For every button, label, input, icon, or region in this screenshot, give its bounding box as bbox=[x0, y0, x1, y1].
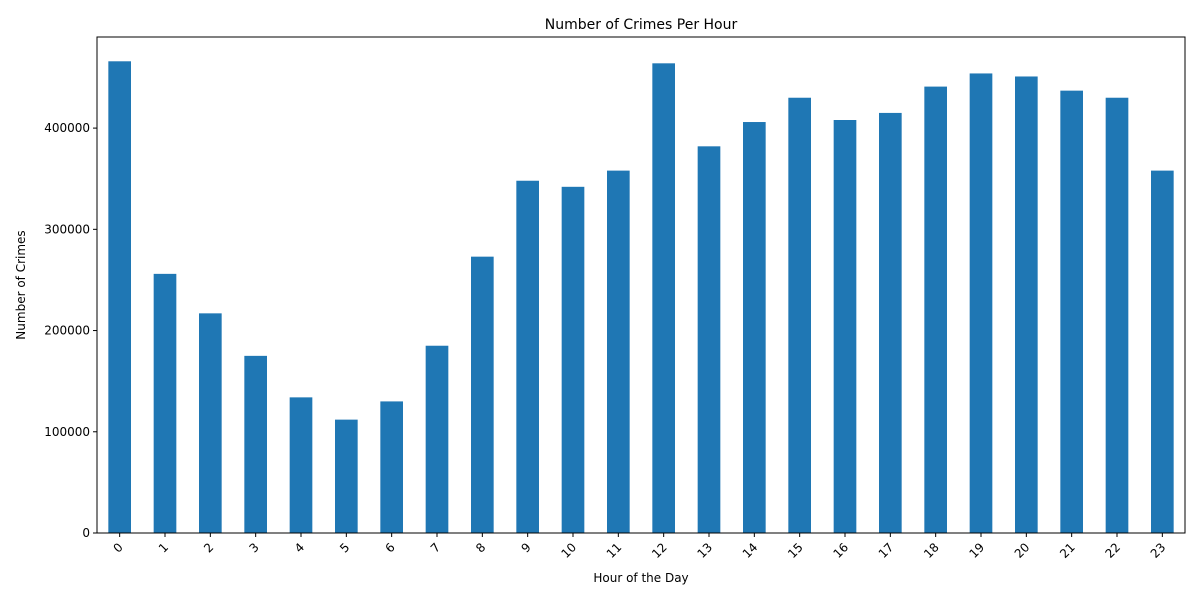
x-tick-label: 2 bbox=[201, 540, 216, 555]
bar-hour-16 bbox=[833, 120, 857, 533]
bar-hour-23 bbox=[1151, 170, 1174, 533]
bar-hour-8 bbox=[471, 256, 494, 533]
x-tick-label: 23 bbox=[1148, 540, 1169, 561]
bar-hour-6 bbox=[380, 401, 403, 533]
y-tick-label: 0 bbox=[82, 526, 90, 540]
bar-hour-3 bbox=[244, 355, 267, 533]
x-tick-label: 15 bbox=[785, 540, 806, 561]
x-tick-label: 21 bbox=[1057, 540, 1078, 561]
bar-hour-12 bbox=[652, 63, 675, 534]
x-tick-label: 13 bbox=[694, 540, 715, 561]
x-tick-label: 1 bbox=[156, 540, 171, 555]
x-tick-label: 16 bbox=[830, 540, 851, 561]
bar-hour-22 bbox=[1105, 97, 1129, 534]
x-tick-label: 6 bbox=[382, 540, 397, 555]
x-tick-label: 5 bbox=[337, 540, 352, 555]
x-tick-label: 3 bbox=[246, 540, 261, 555]
x-tick-label: 14 bbox=[740, 540, 761, 561]
x-tick-label: 0 bbox=[110, 540, 125, 555]
x-tick-label: 12 bbox=[649, 540, 670, 561]
x-axis-title: Hour of the Day bbox=[593, 571, 688, 585]
y-tick-label: 200000 bbox=[44, 324, 90, 338]
x-tick-label: 17 bbox=[876, 540, 897, 561]
x-tick-label: 18 bbox=[921, 540, 942, 561]
bar-hour-5 bbox=[335, 419, 358, 533]
bars-group bbox=[108, 61, 1174, 534]
x-tick-label: 22 bbox=[1102, 540, 1123, 561]
x-tick-label: 10 bbox=[558, 540, 579, 561]
bar-hour-20 bbox=[1015, 76, 1038, 534]
x-tick-label: 8 bbox=[473, 540, 488, 555]
bar-hour-1 bbox=[153, 273, 177, 533]
bar-hour-17 bbox=[879, 112, 902, 533]
bar-hour-0 bbox=[108, 61, 131, 533]
bar-hour-13 bbox=[697, 146, 721, 533]
bar-hour-7 bbox=[425, 345, 449, 533]
x-tick-label: 19 bbox=[966, 540, 987, 561]
y-axis-title: Number of Crimes bbox=[14, 230, 28, 339]
bar-hour-14 bbox=[743, 122, 766, 534]
x-tick-label: 11 bbox=[604, 540, 625, 561]
y-tick-label: 100000 bbox=[44, 425, 90, 439]
bar-hour-21 bbox=[1060, 90, 1083, 533]
x-tick-label: 4 bbox=[292, 540, 307, 555]
x-tick-label: 9 bbox=[518, 540, 533, 555]
y-ticks-group: 0 100000 200000 300000 400000 bbox=[44, 121, 97, 540]
x-ticks-group: 0 1 2 3 4 5 6 7 8 9 10 11 12 13 14 15 16 17 18 19 20 21 22 23 bbox=[110, 533, 1168, 561]
y-tick-label: 300000 bbox=[44, 222, 90, 236]
chart-title: Number of Crimes Per Hour bbox=[545, 17, 738, 33]
bar-hour-18 bbox=[924, 86, 947, 533]
x-tick-label: 7 bbox=[428, 540, 443, 555]
bar-hour-11 bbox=[607, 170, 630, 533]
bar-hour-2 bbox=[199, 313, 222, 533]
bar-hour-19 bbox=[969, 73, 993, 533]
bar-hour-15 bbox=[788, 97, 811, 534]
x-tick-label: 20 bbox=[1012, 540, 1033, 561]
bar-hour-4 bbox=[289, 397, 313, 533]
plot-frame bbox=[96, 36, 1186, 534]
bar-hour-10 bbox=[561, 186, 585, 533]
bar-hour-9 bbox=[516, 180, 539, 533]
y-tick-label: 400000 bbox=[44, 121, 90, 135]
